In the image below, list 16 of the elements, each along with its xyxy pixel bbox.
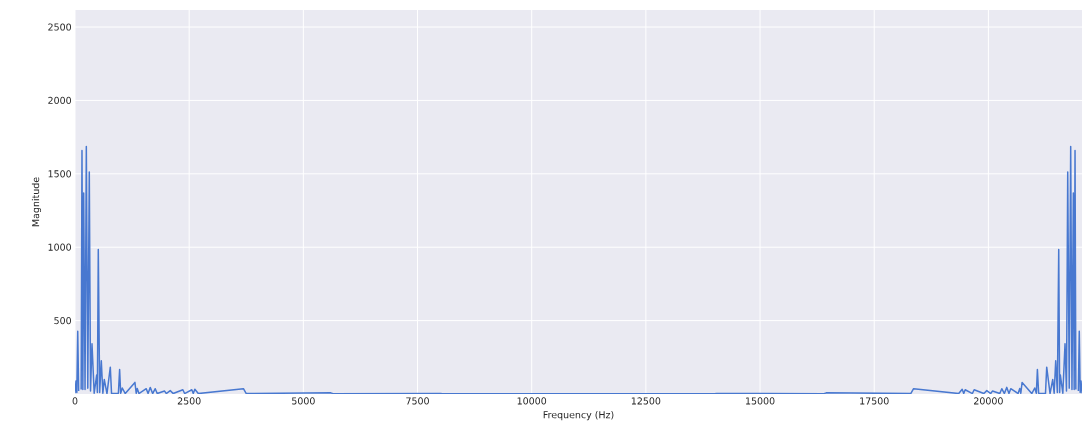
x-tick-label: 15000 bbox=[746, 397, 775, 405]
y-tick-label: 500 bbox=[54, 317, 72, 325]
y-tick-label: 2000 bbox=[48, 96, 72, 104]
x-tick-label: 7500 bbox=[406, 397, 429, 405]
y-tick-label: 2500 bbox=[48, 23, 72, 31]
x-tick-label: 0 bbox=[72, 397, 78, 405]
y-tick-label: 1500 bbox=[48, 170, 72, 178]
y-axis-title: Magnitude bbox=[31, 177, 42, 227]
x-tick-label: 5000 bbox=[292, 397, 315, 405]
x-tick-label: 17500 bbox=[860, 397, 889, 405]
y-tick-label: 1000 bbox=[48, 243, 72, 251]
x-tick-label: 12500 bbox=[631, 397, 661, 405]
x-tick-label: 10000 bbox=[517, 397, 547, 405]
x-tick-label: 20000 bbox=[974, 397, 1003, 405]
x-tick-label: 2500 bbox=[177, 397, 201, 405]
x-axis-title: Frequency (Hz) bbox=[543, 411, 614, 421]
